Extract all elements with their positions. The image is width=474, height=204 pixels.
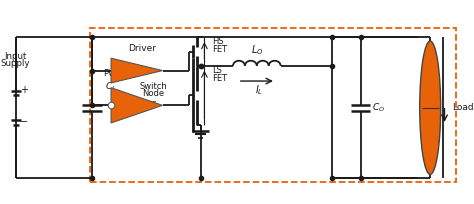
Text: LS: LS — [212, 66, 222, 75]
Text: +: + — [20, 85, 28, 95]
Text: Input: Input — [4, 52, 26, 61]
Polygon shape — [111, 58, 163, 83]
Text: PWM: PWM — [103, 69, 125, 78]
Text: Load: Load — [452, 103, 474, 112]
Text: Supply: Supply — [0, 59, 29, 68]
Text: Switch: Switch — [139, 82, 167, 91]
Text: Node: Node — [142, 89, 164, 98]
Text: FET: FET — [212, 45, 227, 54]
Bar — [90, 28, 456, 182]
Text: $L_O$: $L_O$ — [251, 44, 263, 58]
Text: FET: FET — [212, 74, 227, 83]
Text: −: − — [20, 117, 28, 127]
Text: $C_O$: $C_O$ — [372, 101, 385, 114]
Text: Driver: Driver — [128, 44, 156, 53]
Text: Driver: Driver — [128, 99, 156, 108]
Polygon shape — [111, 88, 163, 123]
Ellipse shape — [419, 41, 441, 174]
Text: $I_L$: $I_L$ — [255, 83, 263, 96]
Text: HS: HS — [212, 38, 224, 47]
Text: $C_I$: $C_I$ — [105, 81, 115, 93]
